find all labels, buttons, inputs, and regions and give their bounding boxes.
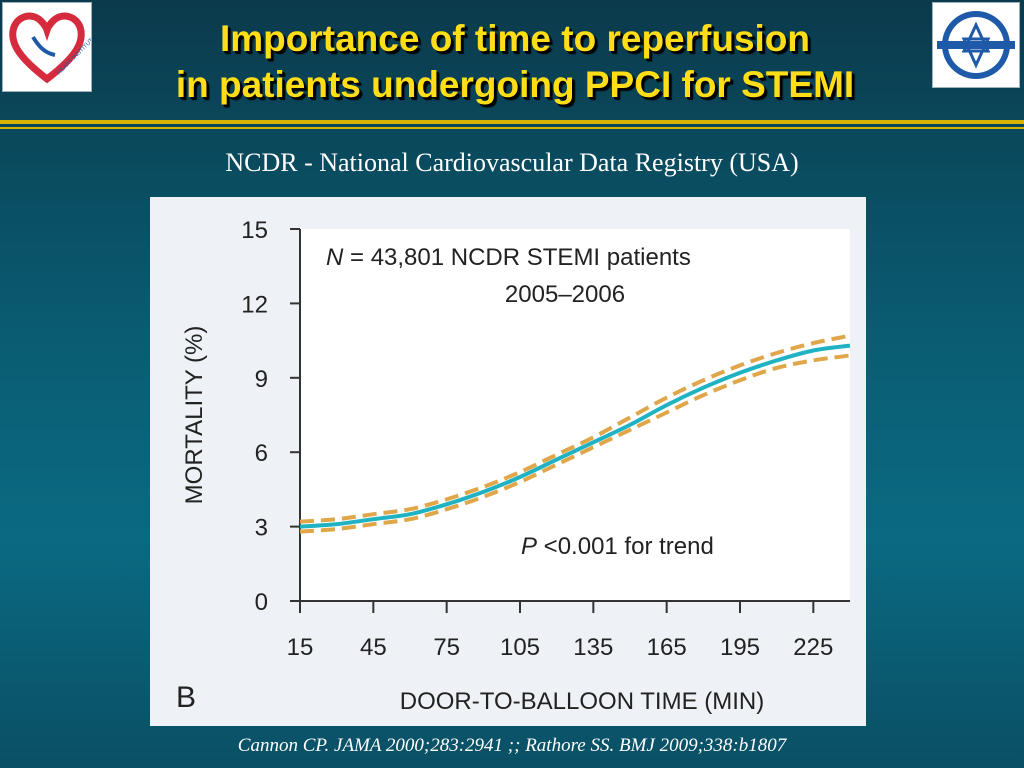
registry-subtitle: NCDR - National Cardiovascular Data Regi… xyxy=(225,148,799,177)
sample-size-symbol: N xyxy=(326,244,344,271)
pvalue-annotation: P <0.001 for trend xyxy=(521,533,714,560)
y-tick-label: 12 xyxy=(241,291,268,318)
star-of-david-seal-icon xyxy=(937,11,1015,79)
x-tick-label: 165 xyxy=(647,634,687,661)
y-tick-label: 9 xyxy=(255,366,268,393)
confidence-band-upper xyxy=(299,333,851,524)
pvalue-text: <0.001 for trend xyxy=(537,533,714,560)
series-lines xyxy=(299,333,851,534)
x-tick-label: 225 xyxy=(793,634,833,661)
slide-title-line1: Importance of time to reperfusion xyxy=(219,18,810,59)
x-axis-label: DOOR-TO-BALLOON TIME (MIN) xyxy=(400,688,764,715)
x-tick-label: 15 xyxy=(287,634,314,661)
hospital-seal-logo xyxy=(932,2,1020,88)
x-tick-label: 75 xyxy=(433,634,460,661)
x-tick-label: 195 xyxy=(720,634,760,661)
title-rule-thin xyxy=(0,127,1024,129)
y-axis: 0 3 6 9 12 15 xyxy=(241,217,301,616)
logo-lettering: HEART INSTITUTE xyxy=(56,35,91,77)
x-tick-label: 105 xyxy=(500,634,540,661)
citation-footer: Cannon CP. JAMA 2000;283:2941 ;; Rathore… xyxy=(237,735,787,756)
y-axis-label: MORTALITY (%) xyxy=(181,326,208,505)
heart-logo-icon: HEART INSTITUTE xyxy=(9,12,98,84)
mortality-chart-panel: 0 3 6 9 12 15 15 45 75 105 135 165 195 225 MORTALITY… xyxy=(150,197,866,726)
mortality-curve xyxy=(299,343,851,529)
y-tick-label: 3 xyxy=(255,515,268,542)
sample-size-text: = 43,801 NCDR STEMI patients xyxy=(343,244,690,271)
pvalue-symbol: P xyxy=(521,533,537,560)
sample-size-annotation: N = 43,801 NCDR STEMI patients xyxy=(326,244,691,271)
x-tick-label: 45 xyxy=(360,634,387,661)
confidence-band-lower xyxy=(299,353,851,534)
mortality-chart: 0 3 6 9 12 15 15 45 75 105 135 165 195 225 MORTALITY… xyxy=(176,217,851,715)
slide-title-line2: in patients undergoing PPCI for STEMI xyxy=(175,64,855,105)
y-tick-label: 15 xyxy=(241,217,268,244)
slide-title: Importance of time to reperfusion in pat… xyxy=(95,16,935,108)
panel-label: B xyxy=(176,681,196,714)
y-tick-label: 6 xyxy=(255,440,268,467)
heart-institute-logo: HEART INSTITUTE xyxy=(2,2,98,92)
plot-area xyxy=(300,229,850,601)
x-axis: 15 45 75 105 135 165 195 225 xyxy=(287,600,850,661)
y-tick-label: 0 xyxy=(255,589,268,616)
title-rule-thick xyxy=(0,120,1024,124)
date-range-annotation: 2005–2006 xyxy=(505,281,625,308)
x-tick-label: 135 xyxy=(573,634,613,661)
